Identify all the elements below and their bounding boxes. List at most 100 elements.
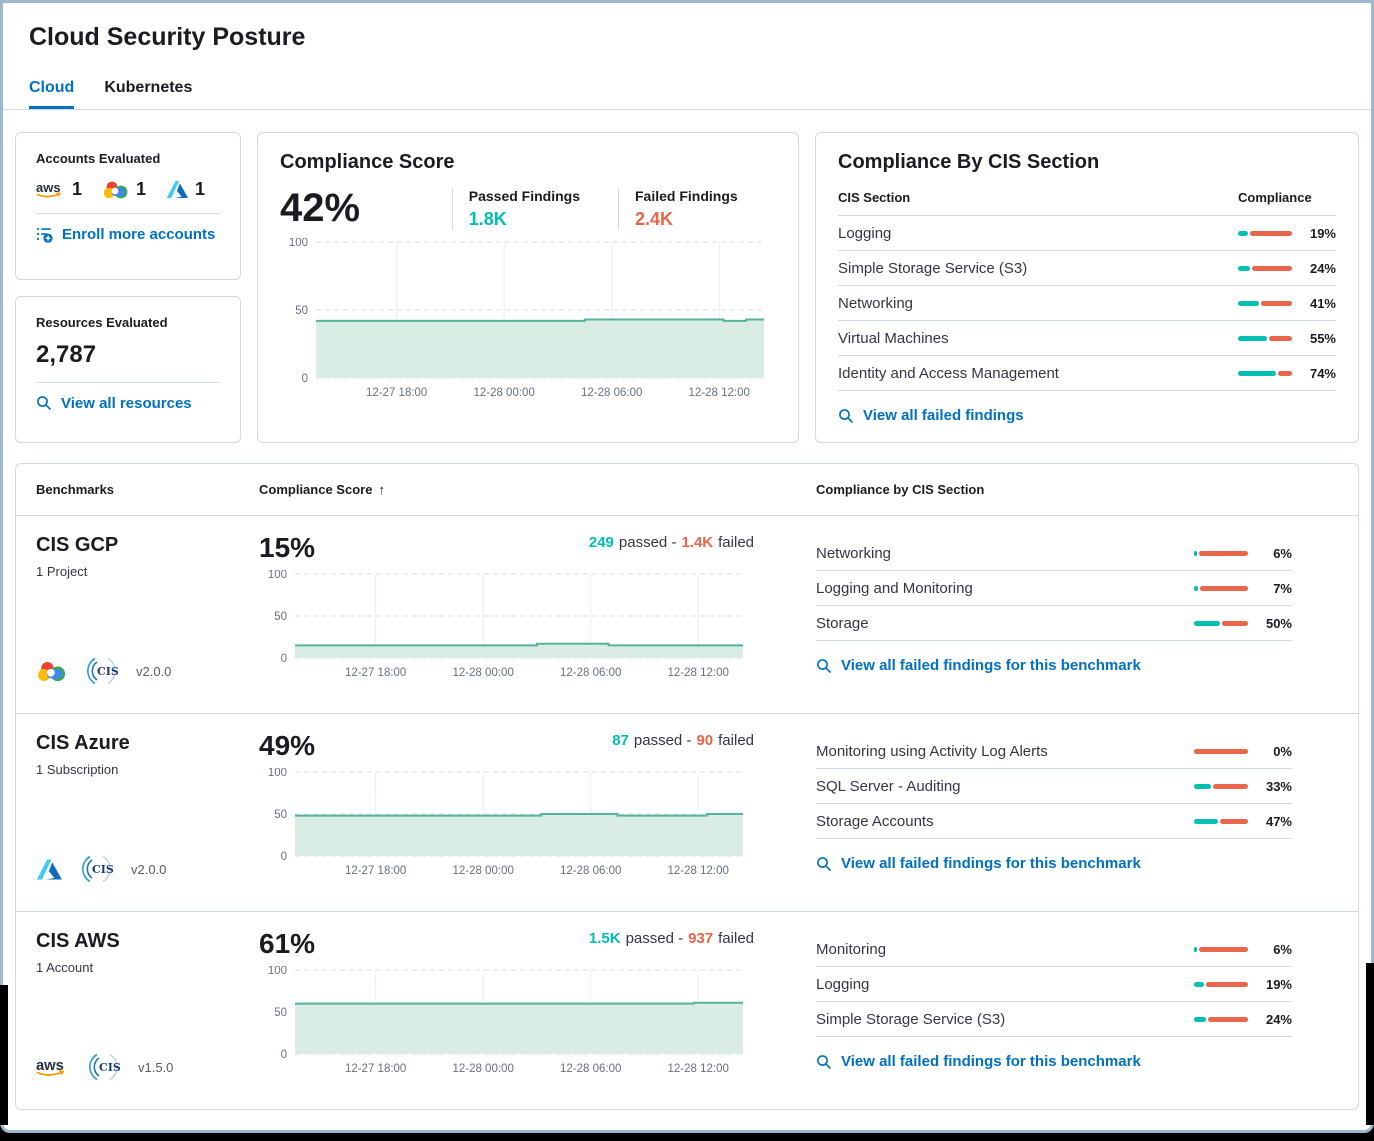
svg-text:100: 100 [268,768,287,779]
cis-row-label: Logging and Monitoring [816,579,973,597]
compliance-pct: 41% [1309,295,1336,311]
svg-text:aws: aws [36,180,61,195]
failed-word: failed [718,534,754,551]
cis-row-label: Monitoring using Activity Log Alerts [816,742,1048,760]
cis-section-table: CIS Section Compliance Logging 19% Simpl… [838,190,1336,391]
view-all-failed-findings-label: View all failed findings [863,407,1024,424]
view-failed-findings-benchmark-link[interactable]: View all failed findings for this benchm… [816,1053,1292,1070]
compliance-bar [1238,370,1292,376]
svg-text:12-28 00:00: 12-28 00:00 [452,667,513,679]
benchmark-subtitle: 1 Project [36,564,88,579]
tab-kubernetes[interactable]: Kubernetes [104,79,193,96]
view-all-failed-findings-link[interactable]: View all failed findings [838,407,1336,424]
compliance-score-card: Compliance Score 42% Passed Findings 1.8… [257,132,799,443]
azure-logo-icon [36,858,63,881]
compliance-pct: 24% [1309,260,1336,276]
table-row: Storage Accounts 47% [816,804,1292,839]
compliance-bar [1194,783,1248,789]
passed-findings-value[interactable]: 1.8K [468,209,507,229]
svg-text:0: 0 [281,1049,287,1061]
azure-logo-icon [166,180,189,199]
failed-word: failed [718,732,754,749]
compliance-bar [1238,230,1292,236]
benchmark-name: CIS Azure [36,732,130,754]
table-row: Virtual Machines 55% [838,321,1336,356]
benchmark-row-cis-gcp: CIS GCP 1 Project CIS v2.0.0 15% [16,516,1358,714]
svg-text:12-28 06:00: 12-28 06:00 [581,387,642,399]
dashboard-content: Accounts Evaluated aws 1 1 [3,110,1371,1110]
svg-text:50: 50 [274,809,287,821]
view-failed-findings-benchmark-link[interactable]: View all failed findings for this benchm… [816,657,1292,674]
azure-count: 1 [195,179,206,199]
svg-text:12-27 18:00: 12-27 18:00 [366,387,427,399]
compliance-score-title: Compliance Score [280,151,455,173]
svg-text:12-28 00:00: 12-28 00:00 [473,387,534,399]
accounts-evaluated-card: Accounts Evaluated aws 1 1 [15,132,241,280]
view-failed-findings-benchmark-label: View all failed findings for this benchm… [841,1053,1141,1070]
compliance-bar [1238,335,1292,341]
svg-text:50: 50 [274,1007,287,1019]
cis-logo-icon: CIS [86,1049,122,1085]
passed-count[interactable]: 249 [588,534,614,551]
failed-count[interactable]: 90 [696,732,714,749]
table-row: SQL Server - Auditing 33% [816,769,1292,804]
overall-compliance-score: 42% [280,186,361,230]
cis-row-label: Virtual Machines [838,329,949,347]
table-row: Storage 50% [816,606,1292,641]
view-failed-findings-benchmark-label: View all failed findings for this benchm… [841,855,1141,872]
enroll-more-accounts-link[interactable]: Enroll more accounts [36,226,220,243]
svg-text:12-28 12:00: 12-28 12:00 [668,1063,729,1075]
cis-row-label: SQL Server - Auditing [816,777,961,795]
gcp-logo-icon [102,179,130,200]
passed-failed-summary: 87 passed - 90 failed [612,732,754,749]
failed-findings-label: Failed Findings [635,188,738,204]
svg-text:12-28 00:00: 12-28 00:00 [452,865,513,877]
table-row: Networking 41% [838,286,1336,321]
gcp-count: 1 [136,179,147,199]
passed-count[interactable]: 87 [612,732,629,749]
table-row: Simple Storage Service (S3) 24% [838,251,1336,286]
enroll-accounts-icon [36,226,53,243]
svg-text:12-27 18:00: 12-27 18:00 [345,865,406,877]
passed-word: passed - [633,732,692,749]
enroll-more-accounts-label: Enroll more accounts [62,226,216,243]
view-all-resources-label: View all resources [61,394,192,412]
view-failed-findings-benchmark-link[interactable]: View all failed findings for this benchm… [816,855,1292,872]
search-icon [816,1054,832,1070]
view-all-resources-link[interactable]: View all resources [36,395,220,412]
aws-account-count: aws 1 [36,179,82,200]
failed-count[interactable]: 937 [688,930,714,947]
aws-logo-icon: aws [36,1056,70,1078]
search-icon [36,395,52,411]
svg-text:100: 100 [268,966,287,977]
tab-cloud[interactable]: Cloud [29,79,75,109]
svg-text:0: 0 [302,373,308,385]
svg-text:12-28 12:00: 12-28 12:00 [668,865,729,877]
svg-text:12-28 06:00: 12-28 06:00 [560,1063,621,1075]
svg-text:12-27 18:00: 12-27 18:00 [345,1063,406,1075]
tab-bar: Cloud Kubernetes [3,79,1371,109]
cis-row-label: Simple Storage Service (S3) [816,1010,1006,1028]
cis-logo-icon: CIS [84,653,120,689]
benchmark-version: v2.0.0 [136,663,172,679]
search-icon [838,408,854,424]
gcp-account-count: 1 [102,179,146,200]
passed-word: passed - [618,534,677,551]
page-title: Cloud Security Posture [29,23,306,51]
cis-section-column-header: CIS Section [838,190,911,205]
compliance-bar [1194,946,1248,952]
compliance-bar [1194,620,1248,626]
compliance-bar [1194,585,1248,591]
table-row: Monitoring using Activity Log Alerts 0% [816,734,1292,769]
passed-count[interactable]: 1.5K [588,930,621,947]
benchmark-score-cell: 61% 1.5K passed - 937 failed 12-27 18:00… [259,930,804,1085]
svg-text:100: 100 [289,238,308,249]
table-row: Simple Storage Service (S3) 24% [816,1002,1292,1037]
benchmark-logos: aws CIS v1.5.0 [36,1049,259,1085]
resources-evaluated-title: Resources Evaluated [36,314,168,330]
benchmark-sections-cell: Monitoring 6% Logging 19% Simple Storage… [804,930,1338,1085]
failed-findings-value[interactable]: 2.4K [635,209,674,229]
compliance-score-column-header[interactable]: Compliance Score ↑ [259,482,385,497]
failed-count[interactable]: 1.4K [681,534,714,551]
